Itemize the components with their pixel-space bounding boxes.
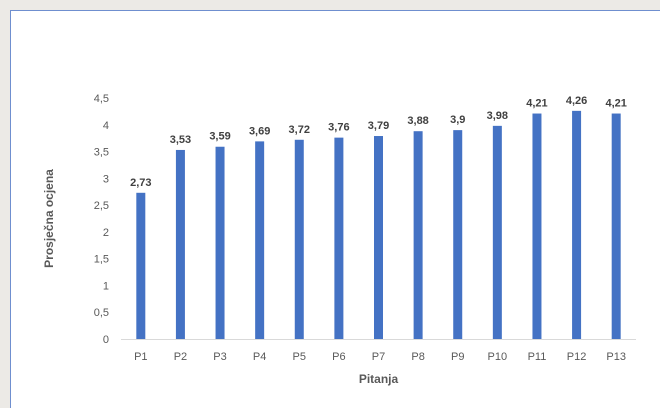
x-tick-label-p8: P8 xyxy=(411,351,424,363)
bar-p12 xyxy=(572,110,582,339)
bar-p6 xyxy=(334,137,344,339)
data-label-p7: 3,79 xyxy=(368,120,389,132)
bar-p9 xyxy=(453,130,463,339)
data-label-p4: 3,69 xyxy=(249,125,270,137)
bar-p4 xyxy=(255,141,265,339)
data-label-p10: 3,98 xyxy=(487,110,508,122)
data-labels: 2,73 3,53 3,59 3,69 3,72 3,76 3,79 3,88 3,9 3,98 4… xyxy=(130,95,627,189)
y-tick-label: 1 xyxy=(103,280,109,292)
x-tick-label-p12: P12 xyxy=(567,351,587,363)
data-label-p12: 4,26 xyxy=(566,95,587,107)
data-label-p8: 3,88 xyxy=(407,115,428,127)
bar-chart: 0 0,5 1 1,5 2 2,5 3 3,5 4 4,5 2,73 3,53 3,59 3,69 3,7… xyxy=(42,93,636,386)
x-tick-label-p13: P13 xyxy=(606,351,626,363)
data-label-p9: 3,9 xyxy=(450,114,465,126)
y-axis-title: Prosječna ocjena xyxy=(42,169,56,268)
x-tick-label-p1: P1 xyxy=(134,351,147,363)
y-tick-label: 3 xyxy=(103,173,109,185)
chart-panel: 0 0,5 1 1,5 2 2,5 3 3,5 4 4,5 2,73 3,53 3,59 3,69 3,7… xyxy=(10,10,660,408)
bar-p13 xyxy=(611,113,621,339)
y-tick-label: 3,5 xyxy=(94,147,109,159)
x-axis-title: Pitanja xyxy=(359,372,399,386)
x-axis-ticks: P1 P2 P3 P4 P5 P6 P7 P8 P9 P10 P11 P12 P13 xyxy=(134,351,626,363)
data-label-p13: 4,21 xyxy=(605,98,626,110)
data-label-p6: 3,76 xyxy=(328,122,349,134)
x-tick-label-p9: P9 xyxy=(451,351,464,363)
data-label-p11: 4,21 xyxy=(526,98,547,110)
bar-p1 xyxy=(136,192,146,339)
x-tick-label-p4: P4 xyxy=(253,351,266,363)
data-label-p3: 3,59 xyxy=(209,131,230,143)
bar-p11 xyxy=(532,113,542,339)
y-tick-label: 0 xyxy=(103,334,109,346)
bar-p5 xyxy=(294,139,304,339)
bars xyxy=(136,110,621,339)
bar-p8 xyxy=(413,131,423,339)
y-tick-label: 2,5 xyxy=(94,200,109,212)
x-tick-label-p10: P10 xyxy=(488,351,508,363)
bar-p2 xyxy=(175,149,185,339)
data-label-p1: 2,73 xyxy=(130,177,151,189)
y-tick-label: 4 xyxy=(103,120,109,132)
data-label-p2: 3,53 xyxy=(170,134,191,146)
bar-p3 xyxy=(215,146,225,339)
data-label-p5: 3,72 xyxy=(289,124,310,136)
bar-p7 xyxy=(374,136,383,339)
x-tick-label-p5: P5 xyxy=(293,351,306,363)
x-tick-label-p11: P11 xyxy=(528,351,547,363)
y-axis-ticks: 0 0,5 1 1,5 2 2,5 3 3,5 4 4,5 xyxy=(94,93,109,346)
x-tick-label-p3: P3 xyxy=(213,351,226,363)
bar-p10 xyxy=(492,125,502,339)
x-tick-label-p6: P6 xyxy=(332,351,345,363)
y-tick-label: 0,5 xyxy=(94,307,109,319)
y-tick-label: 2 xyxy=(103,227,109,239)
x-tick-label-p2: P2 xyxy=(174,351,187,363)
x-tick-label-p7: P7 xyxy=(372,351,385,363)
y-tick-label: 4,5 xyxy=(94,93,109,105)
y-tick-label: 1,5 xyxy=(94,254,109,266)
